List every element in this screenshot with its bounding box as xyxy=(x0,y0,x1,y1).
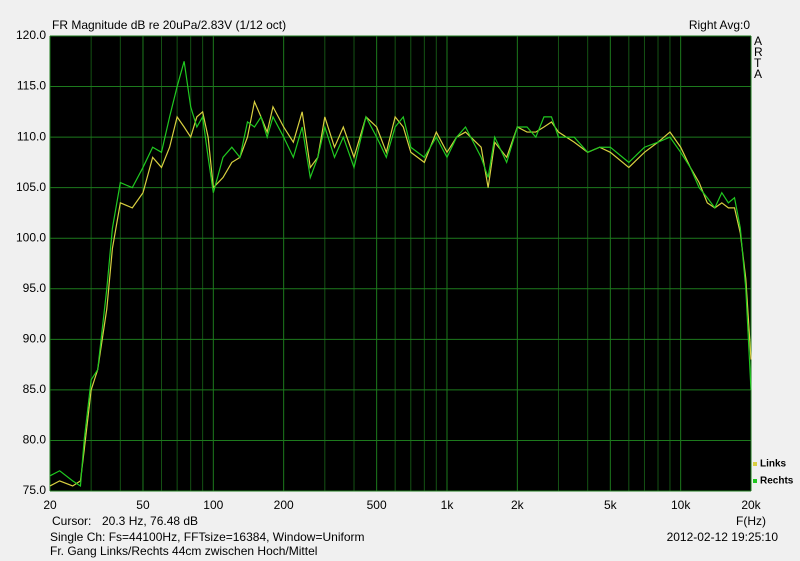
y-tick-label: 100.0 xyxy=(16,230,46,244)
x-tick-label: 5k xyxy=(604,498,618,512)
info-line: Fr. Gang Links/Rechts 44cm zwischen Hoch… xyxy=(50,544,317,558)
x-tick-label: 1k xyxy=(441,498,455,512)
y-tick-label: 90.0 xyxy=(23,332,47,346)
y-tick-label: 115.0 xyxy=(17,79,46,93)
x-tick-label: 200 xyxy=(274,498,294,512)
legend-marker xyxy=(753,462,757,466)
cursor-label: Cursor: xyxy=(52,514,91,528)
y-tick-label: 95.0 xyxy=(23,281,47,295)
y-tick-label: 75.0 xyxy=(23,483,47,497)
y-tick-label: 120.0 xyxy=(16,28,46,42)
x-tick-label: 500 xyxy=(367,498,387,512)
legend-label: Rechts xyxy=(760,476,794,487)
chart-title: FR Magnitude dB re 20uPa/2.83V (1/12 oct… xyxy=(52,18,286,32)
legend-label: Links xyxy=(760,459,787,470)
x-tick-label: 10k xyxy=(671,498,691,512)
x-tick-label: 20 xyxy=(43,498,57,512)
status: Right Avg:0 xyxy=(689,18,750,32)
x-axis-label: F(Hz) xyxy=(736,514,766,528)
data-line xyxy=(49,61,752,487)
watermark: ARTA xyxy=(754,34,763,81)
x-tick-label: 20k xyxy=(741,498,761,512)
cursor-value: 20.3 Hz, 76.48 dB xyxy=(102,514,198,528)
y-tick-label: 110.0 xyxy=(17,129,46,143)
plot-area xyxy=(50,36,751,491)
timestamp: 2012-02-12 19:25:10 xyxy=(667,530,779,544)
x-tick-label: 100 xyxy=(203,498,223,512)
x-tick-label: 2k xyxy=(511,498,525,512)
y-tick-label: 105.0 xyxy=(16,180,46,194)
y-tick-label: 80.0 xyxy=(23,433,47,447)
info-line: Single Ch: Fs=44100Hz, FFTsize=16384, Wi… xyxy=(50,530,364,544)
y-tick-label: 85.0 xyxy=(23,382,47,396)
legend-marker xyxy=(753,479,757,483)
x-tick-label: 50 xyxy=(136,498,150,512)
